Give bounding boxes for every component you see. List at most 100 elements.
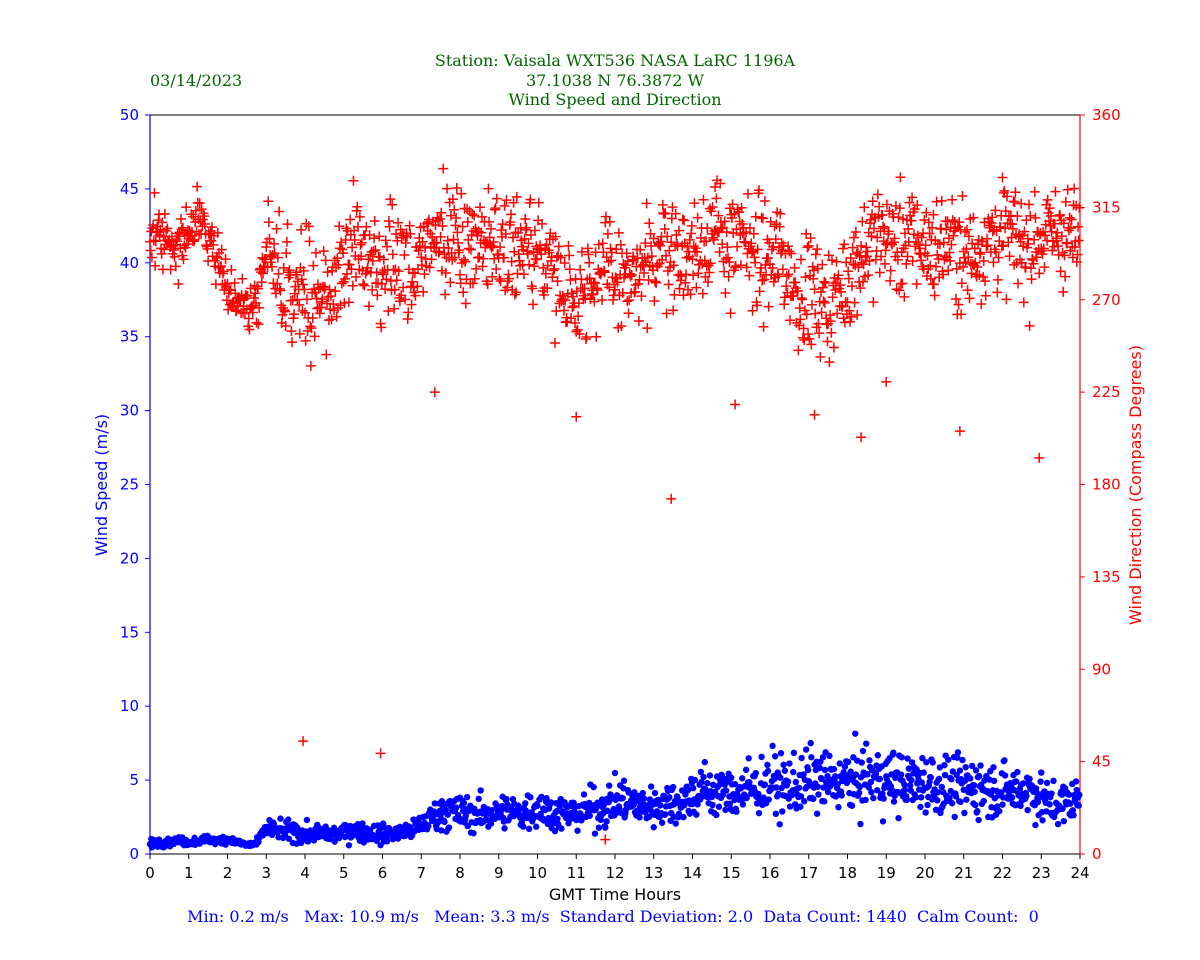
speed-point — [719, 773, 726, 781]
direction-point — [429, 387, 440, 398]
direction-point — [956, 278, 967, 289]
y-right-tick-label: 180 — [1092, 476, 1121, 494]
direction-point — [1012, 211, 1023, 222]
speed-point — [801, 798, 808, 805]
speed-point — [640, 795, 648, 802]
direction-point — [785, 315, 796, 326]
direction-point — [957, 190, 968, 201]
direction-point — [817, 282, 828, 293]
direction-point — [876, 251, 887, 262]
direction-point — [688, 270, 699, 281]
direction-point — [660, 208, 671, 219]
direction-point — [640, 238, 651, 249]
direction-point — [552, 276, 563, 287]
speed-point — [726, 800, 734, 807]
speed-point — [684, 786, 692, 794]
speed-point — [1067, 800, 1074, 807]
direction-point — [380, 235, 391, 246]
direction-point — [263, 217, 274, 228]
speed-point — [948, 800, 956, 807]
direction-point — [591, 331, 602, 342]
direction-point — [836, 286, 847, 297]
direction-point — [1031, 252, 1042, 263]
direction-point — [857, 216, 868, 227]
direction-point — [418, 286, 429, 297]
direction-point — [305, 321, 316, 332]
direction-point — [387, 249, 398, 260]
direction-point — [961, 224, 972, 235]
speed-point — [852, 730, 859, 737]
speed-point — [1069, 807, 1077, 814]
speed-point — [534, 802, 541, 809]
speed-point — [1046, 801, 1053, 808]
direction-point — [925, 273, 936, 284]
speed-point — [525, 825, 533, 833]
direction-point — [298, 265, 309, 276]
direction-point — [879, 258, 890, 269]
direction-point — [192, 181, 203, 192]
direction-point — [997, 172, 1008, 183]
direction-point — [368, 246, 379, 257]
direction-point — [314, 308, 325, 319]
direction-point — [863, 270, 874, 281]
direction-point — [170, 261, 181, 272]
direction-point — [1013, 278, 1023, 289]
direction-point — [788, 290, 799, 301]
direction-point — [309, 331, 320, 342]
direction-point — [378, 254, 389, 265]
direction-point — [604, 216, 615, 227]
speed-point — [704, 780, 711, 787]
direction-point — [381, 274, 392, 285]
speed-point — [975, 816, 982, 824]
direction-point — [830, 278, 841, 289]
speed-point — [658, 819, 666, 826]
speed-point — [551, 827, 559, 835]
direction-point — [604, 282, 615, 293]
direction-point — [400, 294, 411, 305]
direction-point — [271, 223, 282, 234]
direction-point — [1074, 202, 1085, 213]
direction-point — [165, 264, 176, 275]
direction-point — [400, 237, 411, 248]
x-tick-label: 0 — [145, 864, 155, 882]
x-tick-label: 24 — [1070, 864, 1089, 882]
speed-point — [961, 809, 968, 817]
speed-point — [538, 793, 545, 801]
direction-point — [467, 209, 478, 220]
direction-point — [340, 235, 351, 246]
direction-point — [347, 280, 358, 291]
direction-point — [420, 242, 431, 253]
y-left-tick-label: 25 — [120, 476, 139, 494]
direction-point — [340, 274, 351, 285]
direction-point — [617, 287, 628, 298]
direction-point — [781, 281, 792, 292]
direction-point — [343, 297, 354, 308]
direction-point — [961, 244, 972, 255]
speed-point — [905, 765, 913, 772]
x-tick-label: 18 — [838, 864, 857, 882]
speed-point — [776, 821, 783, 828]
direction-point — [744, 270, 755, 281]
speed-point — [779, 808, 786, 815]
direction-point — [1007, 223, 1018, 234]
direction-point — [616, 321, 627, 332]
direction-point — [725, 308, 736, 319]
y-right-tick-label: 45 — [1092, 753, 1111, 771]
speed-point — [1019, 780, 1027, 787]
speed-point — [1012, 778, 1020, 785]
direction-point — [1016, 198, 1027, 209]
direction-point — [763, 301, 774, 312]
direction-point — [603, 256, 614, 267]
direction-point — [730, 261, 741, 272]
y-right-axis-label: Wind Direction (Compass Degrees) — [1126, 345, 1145, 625]
speed-point — [800, 771, 807, 778]
direction-point — [272, 252, 283, 263]
direction-point — [868, 297, 879, 308]
direction-point — [804, 333, 815, 344]
direction-point — [1034, 452, 1045, 463]
direction-point — [1046, 226, 1057, 237]
direction-point — [819, 297, 830, 308]
speed-point — [868, 789, 875, 796]
direction-point — [893, 212, 904, 223]
direction-point — [529, 225, 540, 236]
